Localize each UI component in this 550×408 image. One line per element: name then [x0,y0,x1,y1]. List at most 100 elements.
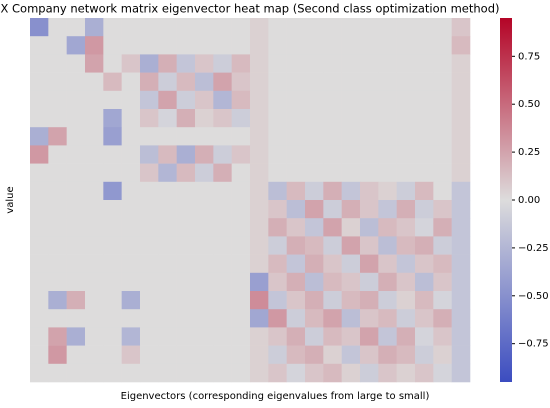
heatmap-cell [250,127,269,146]
heatmap-cell [451,345,471,365]
heatmap-cell [213,327,232,346]
heatmap-cell [121,18,141,37]
heatmap-cell [323,345,342,365]
heatmap-cell [176,36,196,55]
heatmap-cell [415,90,434,110]
heatmap-cell [231,236,251,255]
heatmap-cell [415,72,434,92]
heatmap-cell [103,345,122,365]
heatmap-cell [341,72,361,92]
heatmap-cell [433,309,452,328]
heatmap-cell [415,309,434,328]
heatmap-cell [378,345,397,365]
heatmap-cell [158,345,177,365]
heatmap-cell [158,18,177,37]
heatmap-cell [213,236,232,255]
heatmap-cell [305,18,324,37]
heatmap-cell [195,18,214,37]
heatmap-cell [48,345,67,365]
heatmap-cell [231,327,251,346]
heatmap-cell [323,163,342,183]
heatmap-cell [48,72,67,92]
chart-title: X Company network matrix eigenvector hea… [0,2,499,16]
heatmap-cell [396,127,416,146]
heatmap-cell [48,291,67,310]
heatmap-cell [323,181,342,201]
heatmap-cell [103,90,122,110]
heatmap-cell [433,127,452,146]
heatmap-cell [286,72,306,92]
heatmap-cell [268,218,287,237]
heatmap-cell [360,127,379,146]
heatmap-cell [451,327,471,346]
heatmap-cell [121,90,141,110]
colorbar-tick-label: 0.50 [518,99,540,110]
heatmap-cell [48,272,67,292]
heatmap-cell [323,72,342,92]
heatmap-cell [85,309,104,328]
heatmap-cell [341,90,361,110]
heatmap-cell [268,272,287,292]
heatmap-cell [195,181,214,201]
heatmap-cell [176,345,196,365]
heatmap-cell [66,36,86,55]
heatmap-cell [66,345,86,365]
heatmap-cell [415,145,434,164]
heatmap-cell [213,90,232,110]
heatmap-cell [231,181,251,201]
heatmap-cell [341,18,361,37]
heatmap-cell [396,90,416,110]
heatmap-cell [286,54,306,73]
heatmap-cell [268,145,287,164]
heatmap-cell [433,345,452,365]
heatmap-cell [231,309,251,328]
heatmap-cell [103,200,122,219]
heatmap-cell [103,127,122,146]
heatmap-cell [341,181,361,201]
heatmap-cell [268,327,287,346]
heatmap-cell [121,309,141,328]
heatmap-cell [305,145,324,164]
heatmap-cell [121,272,141,292]
heatmap-cell [48,200,67,219]
heatmap-cell [250,363,269,383]
heatmap-cell [378,363,397,383]
heatmap-cell [360,18,379,37]
heatmap-cell [305,181,324,201]
heatmap-cell [305,36,324,55]
heatmap-cell [360,363,379,383]
heatmap-cell [415,181,434,201]
heatmap-cell [121,200,141,219]
heatmap-cell [48,18,67,37]
heatmap-cell [121,181,141,201]
heatmap-cell [121,291,141,310]
heatmap-cell [415,254,434,274]
heatmap-cell [176,163,196,183]
heatmap-cell [85,327,104,346]
heatmap-cell [66,291,86,310]
heatmap-cell [378,36,397,55]
heatmap-cell [451,363,471,383]
heatmap-cell [48,109,67,128]
heatmap-cell [140,145,159,164]
heatmap-cell [213,109,232,128]
heatmap-cell [341,272,361,292]
heatmap-cell [360,145,379,164]
heatmap-cell [305,109,324,128]
heatmap-cell [140,327,159,346]
heatmap-cell [231,109,251,128]
heatmap-cell [140,36,159,55]
heatmap-cell [378,200,397,219]
heatmap-cell [48,363,67,383]
heatmap-cell [360,109,379,128]
heatmap-cell [286,363,306,383]
heatmap-cell [213,145,232,164]
heatmap-cell [378,54,397,73]
heatmap-cell [286,291,306,310]
heatmap-cell [85,200,104,219]
heatmap-cell [433,363,452,383]
heatmap-cell [66,109,86,128]
heatmap-cell [341,145,361,164]
heatmap-cell [66,200,86,219]
heatmap-cell [396,327,416,346]
